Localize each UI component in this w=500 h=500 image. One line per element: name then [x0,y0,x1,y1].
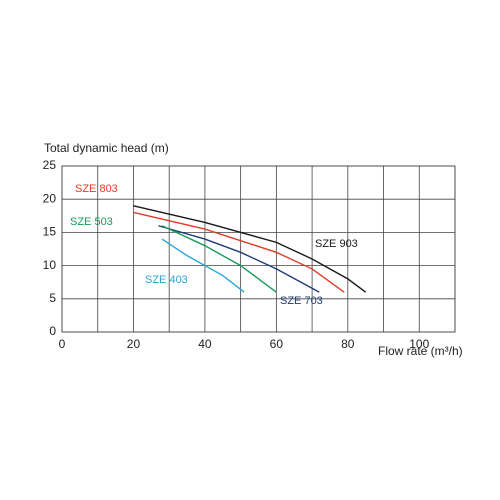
x-tick-label: 80 [341,337,355,351]
x-tick-label: 100 [409,337,429,351]
y-tick-label: 5 [49,291,56,305]
y-tick-label: 0 [49,324,56,338]
x-tick-label: 40 [198,337,212,351]
x-axis-title: Flow rate (m³/h) [378,344,463,358]
x-tick-label: 0 [59,337,66,351]
x-tick-label: 60 [270,337,284,351]
series-line [133,211,345,293]
y-tick-label: 25 [43,158,57,172]
y-tick-label: 15 [43,225,57,239]
series-label: SZE 803 [75,183,118,195]
series-line [161,238,245,293]
series-line [133,205,367,293]
series-line [161,225,277,293]
series-line [158,225,320,293]
y-tick-label: 10 [43,258,57,272]
series-label: SZE 703 [280,295,323,307]
plot-frame [61,165,456,333]
y-axis-title: Total dynamic head (m) [44,141,169,155]
series-label: SZE 903 [315,238,358,250]
y-tick-label: 20 [43,191,57,205]
series-label: SZE 403 [145,274,188,286]
series-label: SZE 503 [70,216,113,228]
x-tick-label: 20 [127,337,141,351]
